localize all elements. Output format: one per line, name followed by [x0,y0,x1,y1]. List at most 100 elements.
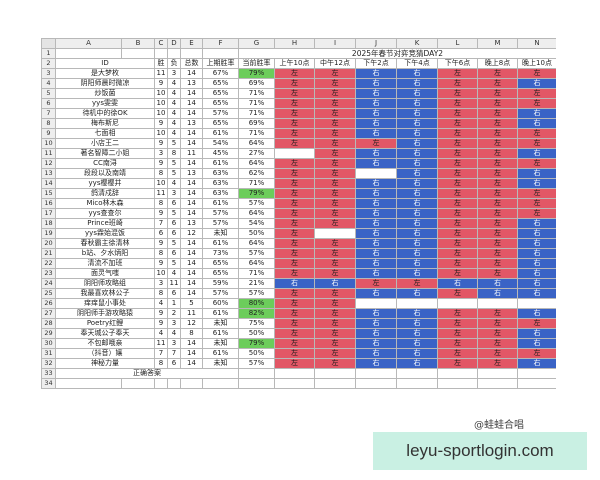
prev-winrate-cell[interactable]: 63% [202,168,239,179]
prev-winrate-cell[interactable]: 未知 [202,358,239,369]
pick-cell[interactable]: 右 [274,278,315,289]
pick-cell[interactable]: 右 [517,168,556,179]
pick-cell[interactable]: 右 [355,248,397,259]
pick-cell[interactable]: 右 [396,228,438,239]
total-cell[interactable]: 11 [180,308,203,319]
pick-cell[interactable]: 右 [355,88,397,99]
empty-cell[interactable] [396,378,438,389]
prev-winrate-cell[interactable]: 未知 [202,228,239,239]
pick-cell[interactable]: 右 [396,128,438,139]
answer-cell[interactable] [238,368,275,379]
pick-cell[interactable]: 左 [437,128,478,139]
curr-winrate-cell[interactable]: 57% [238,198,275,209]
player-id-cell[interactable]: 小店王二 [55,138,155,149]
pick-cell[interactable]: 左 [477,158,518,169]
losses-cell[interactable]: 5 [167,258,181,269]
pick-cell[interactable]: 左 [477,188,518,199]
pick-cell[interactable]: 右 [477,288,518,299]
losses-cell[interactable]: 4 [167,88,181,99]
column-header-A[interactable]: A [55,38,122,49]
column-header-I[interactable]: I [314,38,356,49]
pick-cell[interactable]: 左 [314,158,356,169]
pick-cell[interactable]: 左 [517,128,556,139]
pick-cell[interactable]: 左 [274,298,315,309]
answer-cell[interactable] [274,368,315,379]
pick-cell[interactable]: 右 [517,328,556,339]
player-id-cell[interactable]: yys查查尔 [55,208,155,219]
losses-cell[interactable]: 3 [167,68,181,79]
pick-cell[interactable]: 右 [355,108,397,119]
player-id-cell[interactable]: Mico林木森 [55,198,155,209]
pick-cell[interactable]: 右 [396,188,438,199]
pick-cell[interactable]: 左 [437,98,478,109]
pick-cell[interactable]: 左 [517,208,556,219]
pick-cell[interactable]: 左 [274,358,315,369]
pick-cell[interactable]: 右 [355,308,397,319]
wins-cell[interactable]: 11 [154,338,168,349]
curr-winrate-cell[interactable]: 79% [238,338,275,349]
pick-cell[interactable]: 右 [355,78,397,89]
wins-cell[interactable]: 10 [154,108,168,119]
prev-winrate-cell[interactable]: 未知 [202,338,239,349]
curr-winrate-cell[interactable]: 57% [238,288,275,299]
pick-cell[interactable] [314,228,356,239]
pick-cell[interactable]: 左 [274,128,315,139]
total-cell[interactable]: 8 [180,328,203,339]
pick-cell[interactable]: 右 [396,218,438,229]
pick-cell[interactable]: 左 [396,278,438,289]
player-id-cell[interactable]: 春秋霸主徐清林 [55,238,155,249]
wins-cell[interactable]: 3 [154,148,168,159]
prev-winrate-cell[interactable]: 61% [202,308,239,319]
pick-cell[interactable]: 右 [355,238,397,249]
pick-cell[interactable] [396,298,438,309]
round-header[interactable]: 下午6点 [437,58,478,69]
curr-winrate-cell[interactable]: 80% [238,298,275,309]
total-cell[interactable]: 14 [180,188,203,199]
pick-cell[interactable] [437,298,478,309]
losses-cell[interactable]: 4 [167,178,181,189]
prev-winrate-cell[interactable]: 61% [202,198,239,209]
pick-cell[interactable]: 左 [437,198,478,209]
losses-cell[interactable]: 2 [167,308,181,319]
row-number[interactable]: 5 [41,88,56,99]
pick-cell[interactable] [274,148,315,159]
pick-cell[interactable]: 右 [355,338,397,349]
pick-cell[interactable]: 左 [274,158,315,169]
total-cell[interactable]: 13 [180,78,203,89]
empty-cell[interactable] [55,48,122,59]
empty-cell[interactable] [202,378,239,389]
pick-cell[interactable]: 右 [517,268,556,279]
prev-winrate-cell[interactable]: 45% [202,148,239,159]
pick-cell[interactable]: 右 [396,78,438,89]
wins-cell[interactable]: 9 [154,158,168,169]
column-header-K[interactable]: K [396,38,438,49]
pick-cell[interactable]: 右 [314,278,356,289]
answer-cell[interactable] [437,368,478,379]
total-cell[interactable]: 13 [180,118,203,129]
pick-cell[interactable]: 左 [314,318,356,329]
pick-cell[interactable]: 左 [274,348,315,359]
pick-cell[interactable]: 左 [437,78,478,89]
empty-cell[interactable] [154,48,168,59]
prev-winrate-cell[interactable]: 63% [202,188,239,199]
wins-cell[interactable]: 11 [154,68,168,79]
prev-winrate-cell[interactable]: 57% [202,218,239,229]
losses-cell[interactable]: 11 [167,278,181,289]
pick-cell[interactable]: 右 [517,338,556,349]
pick-cell[interactable]: 左 [274,198,315,209]
curr-winrate-cell[interactable]: 50% [238,348,275,359]
player-id-cell[interactable]: 我最喜欢林公子 [55,288,155,299]
prev-winrate-cell[interactable]: 65% [202,88,239,99]
losses-header[interactable]: 负 [167,58,181,69]
pick-cell[interactable]: 右 [355,318,397,329]
prev-winrate-cell[interactable]: 65% [202,98,239,109]
pick-cell[interactable]: 左 [314,168,356,179]
wins-cell[interactable]: 10 [154,178,168,189]
pick-cell[interactable]: 左 [517,348,556,359]
pick-cell[interactable]: 左 [274,118,315,129]
prev-winrate-cell[interactable]: 57% [202,108,239,119]
wins-cell[interactable]: 8 [154,358,168,369]
curr-winrate-cell[interactable]: 71% [238,178,275,189]
answer-cell[interactable] [314,368,356,379]
wins-cell[interactable]: 11 [154,188,168,199]
